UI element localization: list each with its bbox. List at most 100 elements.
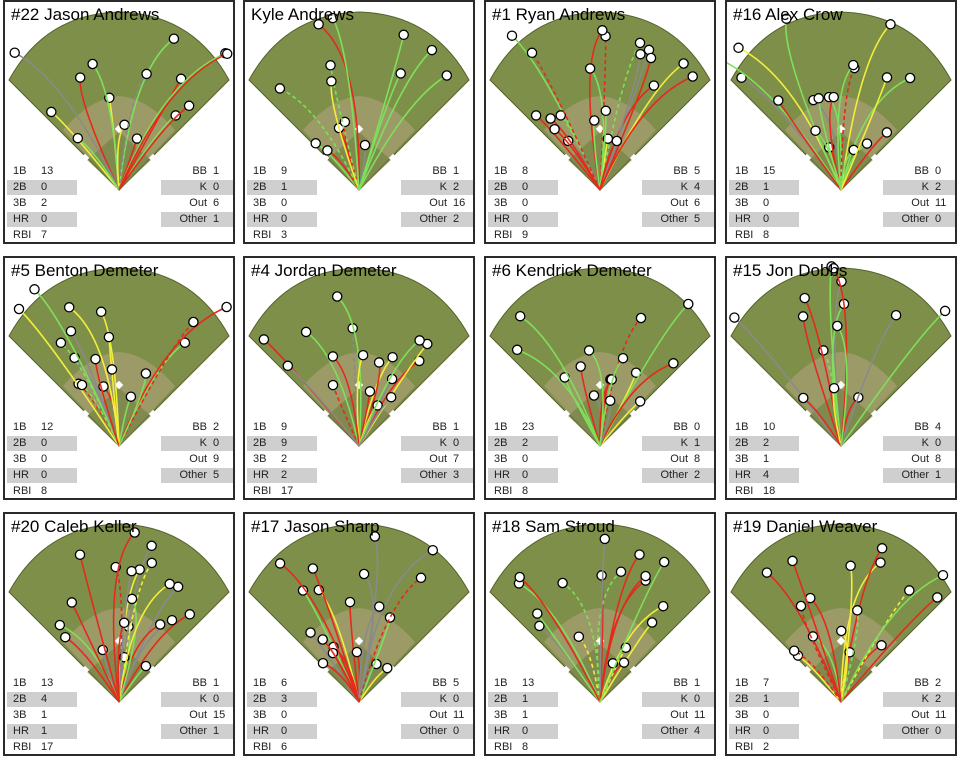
hit-marker [183, 100, 195, 112]
hit-trajectory [840, 589, 910, 703]
stat-label: K [680, 437, 688, 449]
stat-row-hr: HR 0 [488, 212, 558, 227]
stat-label: 2B [494, 437, 508, 449]
stat-value: 1 [694, 437, 701, 449]
hit-marker [415, 572, 427, 584]
stat-value: 12 [41, 421, 54, 433]
stat-label: RBI [735, 741, 754, 753]
hit-marker [773, 95, 784, 106]
hit-marker [55, 337, 67, 349]
stat-value: 9 [281, 165, 288, 177]
hit-trajectory [831, 303, 845, 447]
player-name: #18 Sam Stroud [492, 517, 615, 536]
stat-row-hr: HR 0 [7, 468, 77, 483]
hit-marker [369, 531, 381, 542]
stat-value: 17 [41, 741, 54, 753]
stat-label: Other [901, 469, 929, 481]
player-name: #1 Ryan Andrews [492, 5, 626, 24]
hit-marker [274, 83, 286, 94]
hit-marker [258, 334, 270, 345]
stat-value: 2 [935, 677, 942, 689]
stat-row-out: Out 11 [642, 708, 714, 723]
hit-marker [604, 395, 616, 406]
stat-value: 1 [213, 725, 220, 737]
second-base [354, 636, 364, 646]
hit-marker [534, 620, 545, 632]
stat-row-other: Other 3 [401, 468, 473, 483]
hit-marker [881, 72, 893, 83]
stat-label: K [921, 181, 929, 193]
hit-marker [170, 110, 181, 121]
stat-row-other: Other 0 [883, 724, 955, 739]
stat-value: 0 [41, 469, 48, 481]
hit-marker [532, 608, 543, 619]
hit-trajectory [766, 571, 842, 703]
hit-marker [327, 12, 339, 24]
player-name: #19 Daniel Weaver [733, 517, 878, 536]
stat-label: Other [419, 469, 447, 481]
stat-row-other: Other 1 [161, 212, 233, 227]
stat-label: 2B [13, 693, 27, 705]
hit-marker [74, 72, 86, 83]
hit-marker [617, 352, 629, 364]
stat-value: 5 [453, 677, 460, 689]
hit-marker [787, 555, 798, 567]
hit-marker [384, 612, 396, 623]
player-card: #15 Jon Dobbs 1B 10 2B 2 3B 1 HR 4 RBI 18 BB 4 K 0 Ou… [725, 256, 957, 500]
stat-label: Other [179, 469, 207, 481]
stat-row-hr: HR 0 [488, 468, 558, 483]
stat-label: Other [660, 469, 688, 481]
stat-row-other: Other 2 [642, 468, 714, 483]
spray-field [727, 11, 952, 191]
second-base [114, 380, 124, 390]
stat-label: K [199, 437, 207, 449]
stat-label: RBI [494, 485, 513, 497]
infield-grass [809, 644, 873, 702]
stat-row-1b: 1B 13 [7, 676, 77, 691]
hit-marker [526, 47, 538, 59]
stat-label: 1B [494, 677, 508, 689]
hit-trajectory [68, 306, 120, 447]
spray-field [248, 267, 470, 447]
hit-marker [588, 390, 600, 401]
stat-value: 17 [281, 485, 294, 497]
stat-row-3b: 3B 0 [247, 196, 317, 211]
stat-row-2b: 2B 0 [7, 436, 77, 451]
hit-trajectory [840, 23, 892, 191]
hit-marker [545, 113, 556, 124]
stat-value: 0 [453, 725, 460, 737]
stat-label: 1B [13, 421, 27, 433]
player-card: #1 Ryan Andrews 1B 8 2B 0 3B 0 HR 0 RBI 9 BB 5 K 4 Ou… [484, 0, 716, 244]
hit-marker [9, 47, 20, 58]
hit-marker [140, 368, 152, 379]
stat-row-hr: HR 0 [247, 724, 317, 739]
stat-label: HR [494, 725, 510, 737]
stat-value: 0 [694, 421, 701, 433]
hit-marker [103, 331, 115, 343]
stat-value: 4 [694, 181, 701, 193]
first-base [80, 153, 90, 163]
hit-trajectory [33, 288, 120, 447]
hit-trajectory [100, 311, 120, 447]
stat-row-bb: BB 1 [161, 164, 233, 179]
hit-trajectory [599, 42, 641, 191]
stat-value: 6 [694, 197, 701, 209]
hit-marker [683, 298, 694, 310]
spray-field [8, 11, 233, 191]
hit-marker [549, 123, 560, 135]
stat-label: 1B [494, 421, 508, 433]
stat-label: 1B [735, 677, 749, 689]
hit-marker [876, 543, 888, 554]
stat-value: 9 [281, 437, 288, 449]
spray-field [729, 261, 952, 447]
stat-value: 0 [763, 709, 770, 721]
stat-row-bb: BB 5 [401, 676, 473, 691]
stat-value: 18 [763, 485, 776, 497]
hit-marker [344, 596, 356, 608]
hit-marker [317, 657, 329, 669]
stat-value: 16 [453, 197, 466, 209]
stat-value: 0 [522, 469, 529, 481]
stat-label: HR [494, 213, 510, 225]
